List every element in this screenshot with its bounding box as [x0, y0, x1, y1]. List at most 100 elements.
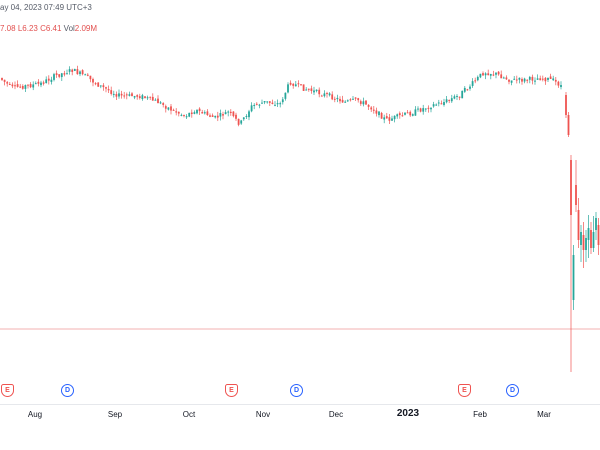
candle-body — [240, 120, 243, 124]
ohlc-label-close: C — [40, 24, 46, 33]
candle-body — [242, 117, 245, 120]
candle-body — [261, 102, 263, 104]
candle-body — [190, 112, 193, 115]
candle-body — [97, 82, 100, 87]
candle-body — [222, 114, 224, 116]
candle-body — [167, 107, 170, 110]
candle-body — [40, 82, 42, 86]
candle-body — [331, 94, 334, 100]
candle-body — [528, 76, 531, 80]
candle-body — [365, 100, 367, 105]
candle-body — [172, 109, 175, 111]
candle-body — [115, 94, 118, 97]
candle-body — [315, 89, 318, 92]
candle-body — [258, 104, 261, 106]
candle-body — [136, 95, 139, 97]
candle-body — [11, 84, 14, 87]
candle-body — [133, 96, 136, 98]
ohlc-value-vol: 2.09M — [74, 24, 98, 33]
candle-body — [502, 77, 505, 79]
candle-body — [349, 99, 352, 101]
candle-body — [544, 77, 547, 82]
candle-body — [549, 76, 552, 79]
candle-body — [469, 86, 471, 89]
ohlc-value-close: 6.41 — [45, 24, 62, 33]
candle-body — [536, 78, 539, 80]
candle-body — [409, 111, 412, 116]
candle-body — [92, 79, 94, 83]
candle-body — [391, 118, 393, 121]
candle-body — [81, 70, 84, 75]
candle-body — [414, 109, 417, 116]
candle-body — [120, 93, 123, 96]
earnings-marker-icon[interactable]: E — [1, 384, 14, 397]
candle-body — [534, 80, 536, 82]
candle-body — [580, 232, 582, 245]
candle-body — [162, 103, 165, 105]
candle-body — [461, 90, 464, 99]
candle-body — [263, 101, 266, 103]
candle-body — [79, 71, 81, 75]
candle-body — [1, 77, 3, 80]
candle-body — [193, 112, 196, 114]
candle-body — [539, 78, 542, 81]
candle-body — [513, 78, 516, 80]
candle-body — [268, 101, 271, 103]
candle-body — [112, 93, 115, 95]
candle-body — [328, 93, 331, 96]
candle-body — [245, 115, 248, 117]
candle-body — [476, 76, 479, 81]
candle-body — [229, 111, 232, 114]
candle-body — [266, 101, 269, 103]
candle-body — [24, 85, 27, 89]
candle-body — [492, 74, 495, 76]
candle-body — [294, 84, 297, 87]
candle-body — [237, 118, 240, 125]
candle-body — [370, 107, 373, 110]
candle-body — [138, 96, 141, 99]
candle-body — [554, 79, 557, 82]
candle-body — [448, 99, 451, 101]
dividend-marker-icon[interactable]: D — [290, 384, 303, 397]
candle-body — [214, 115, 217, 118]
earnings-marker-icon[interactable]: E — [458, 384, 471, 397]
x-axis[interactable]: Aug Sep Oct Nov Dec 2023 Feb Mar — [0, 405, 600, 425]
dividend-marker-icon[interactable]: D — [61, 384, 74, 397]
candle-body — [531, 76, 534, 81]
candle-body — [362, 101, 365, 105]
candle-body — [297, 83, 300, 85]
candle-body — [185, 116, 188, 118]
candle-body — [440, 103, 443, 105]
candle-body — [393, 115, 396, 120]
candle-body — [388, 117, 391, 121]
candle-body — [118, 93, 120, 97]
candle-body — [271, 102, 274, 104]
candle-body — [521, 78, 523, 82]
candle-body — [380, 112, 383, 119]
candle-body — [339, 98, 341, 102]
candle-body — [209, 115, 211, 117]
candle-body — [224, 112, 227, 115]
candle-body — [385, 116, 388, 119]
candle-body — [597, 225, 600, 245]
candle-body — [102, 85, 105, 88]
candle-body — [466, 89, 469, 91]
candle-body — [144, 96, 146, 99]
candlestick-chart[interactable] — [0, 40, 600, 404]
candle-body — [354, 97, 357, 99]
candle-body — [595, 218, 597, 230]
candle-body — [14, 85, 16, 87]
candle-body — [437, 102, 440, 104]
candle-body — [547, 77, 549, 80]
candle-body — [284, 92, 287, 99]
candle-body — [495, 72, 497, 75]
candle-body — [99, 85, 102, 87]
candle-body — [582, 235, 585, 250]
candle-body — [183, 115, 185, 117]
candle-body — [310, 88, 313, 92]
candle-body — [375, 110, 378, 114]
dividend-marker-icon[interactable]: D — [506, 384, 519, 397]
candle-body — [367, 104, 370, 107]
earnings-marker-icon[interactable]: E — [225, 384, 238, 397]
candle-body — [570, 160, 572, 215]
